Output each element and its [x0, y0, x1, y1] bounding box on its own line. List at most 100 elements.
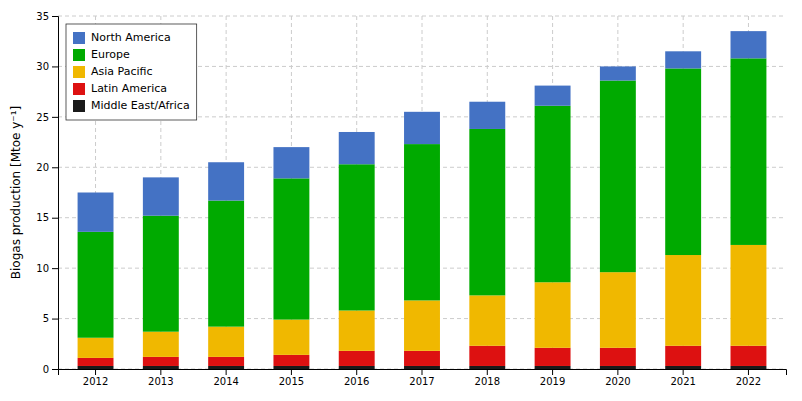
plot: 0 5 10 15 20 25 30 35 2012 2013 2014 2015 2016 2017 20… — [36, 11, 786, 387]
bar — [208, 162, 244, 200]
tick: 20 — [36, 162, 58, 173]
legend-swatch — [73, 49, 85, 61]
tick-label: 35 — [36, 11, 49, 22]
bar — [78, 366, 114, 369]
tick: 2013 — [148, 369, 173, 387]
bar — [665, 255, 701, 346]
grid — [58, 16, 786, 369]
tick: 2015 — [279, 369, 304, 387]
bar — [535, 106, 571, 283]
tick: 2016 — [344, 369, 369, 387]
legend-swatch — [73, 32, 85, 44]
bar — [731, 346, 767, 366]
bar — [273, 366, 309, 369]
tick-label: 2015 — [279, 376, 304, 387]
tick: 15 — [36, 212, 58, 223]
tick-label: 2020 — [605, 376, 630, 387]
tick: 5 — [43, 313, 58, 324]
bar — [143, 332, 179, 357]
bar — [339, 351, 375, 366]
tick-mark — [552, 369, 553, 375]
tick-label: 2012 — [83, 376, 108, 387]
tick-mark — [683, 369, 684, 375]
bar — [731, 366, 767, 369]
legend-swatch — [73, 66, 85, 78]
bar — [665, 68, 701, 255]
tick: 2014 — [213, 369, 238, 387]
legend-item: Middle East/Africa — [73, 99, 190, 112]
bar — [469, 102, 505, 129]
tick: 2022 — [736, 369, 761, 387]
tick: 10 — [36, 263, 58, 274]
bar — [273, 320, 309, 355]
bar — [600, 366, 636, 369]
tick-mark — [52, 167, 58, 168]
tick-label: 2017 — [409, 376, 434, 387]
bar — [469, 346, 505, 366]
bar — [143, 357, 179, 366]
tick-label: 20 — [36, 162, 49, 173]
bar — [339, 132, 375, 164]
legend-item: Europe — [73, 48, 130, 61]
bar — [731, 31, 767, 58]
legend-item: Latin America — [73, 82, 167, 95]
bar — [600, 272, 636, 348]
bar — [208, 201, 244, 327]
bar — [469, 366, 505, 369]
tick: 2021 — [670, 369, 695, 387]
tick-mark — [52, 16, 58, 17]
bar — [208, 357, 244, 366]
legend-frame — [66, 24, 197, 120]
tick-label: 10 — [36, 263, 49, 274]
tick-label: 25 — [36, 112, 49, 123]
bar — [535, 86, 571, 106]
bar — [143, 366, 179, 369]
bar — [273, 147, 309, 178]
bar — [78, 338, 114, 358]
tick-label: 0 — [43, 364, 49, 375]
bar — [731, 58, 767, 245]
bar-series — [78, 366, 767, 369]
bar — [404, 351, 440, 366]
bar — [143, 177, 179, 215]
bar — [78, 358, 114, 366]
legend-label: Asia Pacific — [91, 65, 153, 78]
tick-mark — [617, 369, 618, 375]
bar — [665, 51, 701, 68]
y-axis: 0 5 10 15 20 25 30 35 — [36, 11, 58, 375]
tick: 30 — [36, 61, 58, 72]
tick-label: 2021 — [670, 376, 695, 387]
legend: North AmericaEuropeAsia PacificLatin Ame… — [66, 24, 197, 120]
tick: 2020 — [605, 369, 630, 387]
tick-mark — [226, 369, 227, 375]
y-axis-title: Biogas production [Mtoe y⁻¹] — [9, 106, 23, 279]
bar — [78, 193, 114, 232]
tick: 2018 — [475, 369, 500, 387]
bar — [665, 346, 701, 366]
bar — [665, 366, 701, 369]
legend-item: Asia Pacific — [73, 65, 153, 78]
tick-mark — [52, 268, 58, 269]
bar — [600, 81, 636, 273]
bar — [535, 366, 571, 369]
bar — [469, 129, 505, 295]
bar — [535, 348, 571, 366]
tick-mark — [160, 369, 161, 375]
bar — [78, 232, 114, 338]
tick-mark — [422, 369, 423, 375]
axis-line — [52, 17, 59, 370]
tick: 35 — [36, 11, 58, 22]
bar — [273, 355, 309, 366]
tick-label: 2013 — [148, 376, 173, 387]
tick: 0 — [43, 364, 58, 375]
tick-mark — [748, 369, 749, 375]
bar — [535, 282, 571, 348]
legend-swatch — [73, 100, 85, 112]
tick-mark — [356, 369, 357, 375]
tick-label: 2016 — [344, 376, 369, 387]
tick-mark — [52, 66, 58, 67]
tick-mark — [52, 319, 58, 320]
bar — [404, 112, 440, 144]
tick-label: 30 — [36, 61, 49, 72]
legend-label: Europe — [91, 48, 130, 61]
